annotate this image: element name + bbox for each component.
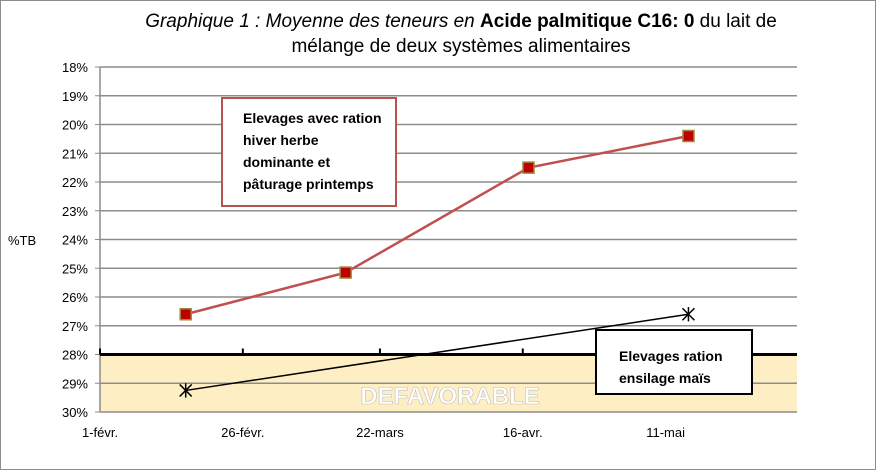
series-label-line: pâturage printemps [243,176,374,192]
y-tick-label: 24% [62,233,88,248]
y-tick-label: 21% [62,146,88,161]
x-tick-label: 11-mai [646,425,685,440]
data-point [179,383,193,398]
x-tick-label: 26-févr. [221,425,264,440]
series-line [185,313,689,392]
series-line [185,134,689,316]
x-tick-label: 1-févr. [82,425,118,440]
y-tick-label: 28% [62,348,88,363]
data-point [339,266,352,279]
y-tick-label: 22% [62,175,88,190]
series-label-line: dominante et [243,154,331,170]
y-tick-label: 27% [62,319,88,334]
series-label-herbe: Elevages avec ration hiver herbe dominan… [221,97,397,207]
series-label-line: ensilage maïs [619,370,711,386]
chart-title: Graphique 1 : Moyenne des teneurs en Aci… [91,9,831,59]
y-tick-label: 19% [62,89,88,104]
x-tick-label: 22-mars [356,425,404,440]
title-bold: Acide palmitique C16: 0 [480,11,695,32]
title-line2: mélange de deux systèmes alimentaires [291,36,631,57]
x-tick-label: 16-avr. [503,425,543,440]
unfavorable-zone-label: DEFAVORABLE [360,383,540,410]
data-point [179,308,192,321]
data-point [681,307,695,322]
y-tick-label: 18% [62,60,88,75]
y-tick-label: 30% [62,405,88,420]
y-tick-label: 20% [62,118,88,133]
data-point [682,129,695,143]
series-label-mais: Elevages ration ensilage maïs [595,329,753,395]
data-point [522,161,535,174]
y-tick-label: 26% [62,290,88,305]
title-italic: Graphique 1 : Moyenne des teneurs en [145,11,475,32]
y-axis-label: %TB [8,233,37,248]
y-tick-label: 29% [62,376,88,391]
series-label-line: hiver herbe [243,132,319,148]
series-label-line: Elevages avec ration [243,110,382,126]
series-label-line: Elevages ration [619,348,723,364]
title-normal: du lait de [699,11,777,32]
y-tick-label: 23% [62,204,88,219]
y-tick-label: 25% [62,261,88,276]
